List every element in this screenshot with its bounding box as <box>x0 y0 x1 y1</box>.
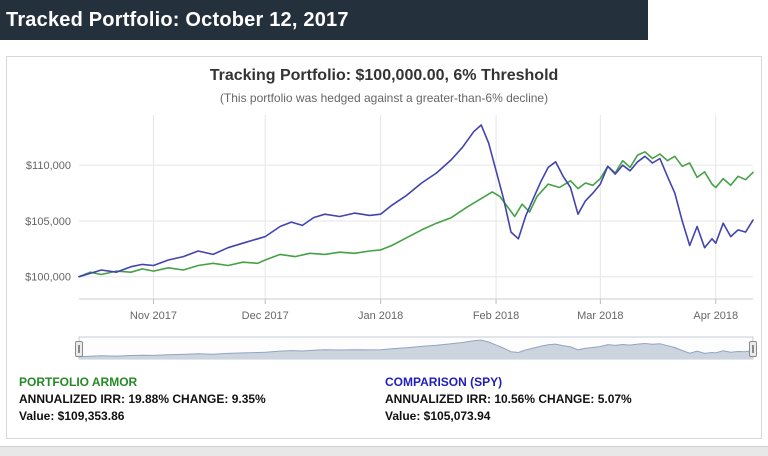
navigator-area[interactable] <box>7 335 761 363</box>
legend-armor-stats: ANNUALIZED IRR: 19.88% CHANGE: 9.35% <box>19 392 266 406</box>
legend-armor-value: Value: $109,353.86 <box>19 409 125 423</box>
svg-text:Apr 2018: Apr 2018 <box>693 310 738 322</box>
legend-spy-name: COMPARISON (SPY) <box>385 375 503 389</box>
svg-text:Dec 2017: Dec 2017 <box>242 310 289 322</box>
legend-comparison-spy: COMPARISON (SPY) ANNUALIZED IRR: 10.56% … <box>385 375 761 426</box>
chart-card: Tracking Portfolio: $100,000.00, 6% Thre… <box>6 56 762 439</box>
legend-spy-stats: ANNUALIZED IRR: 10.56% CHANGE: 5.07% <box>385 392 632 406</box>
svg-text:Mar 2018: Mar 2018 <box>577 310 623 322</box>
svg-text:Nov 2017: Nov 2017 <box>130 310 177 322</box>
svg-text:$110,000: $110,000 <box>26 160 71 172</box>
chart-subtitle: (This portfolio was hedged against a gre… <box>219 91 549 105</box>
svg-text:$105,000: $105,000 <box>25 216 71 228</box>
svg-text:$100,000: $100,000 <box>25 272 71 284</box>
navigator-handle-right-icon[interactable] <box>748 341 757 357</box>
legend-portfolio-armor: PORTFOLIO ARMOR ANNUALIZED IRR: 19.88% C… <box>19 375 385 426</box>
page-header: Tracked Portfolio: October 12, 2017 <box>0 0 768 42</box>
bottom-strip <box>0 446 768 456</box>
chart-title: Tracking Portfolio: $100,000.00, 6% Thre… <box>209 67 559 84</box>
header-bar: Tracked Portfolio: October 12, 2017 <box>0 0 648 40</box>
chart-navigator[interactable] <box>7 335 761 365</box>
svg-text:Feb 2018: Feb 2018 <box>473 310 519 322</box>
legend-spy-value: Value: $105,073.94 <box>385 409 491 423</box>
tracking-chart[interactable]: $100,000 $105,000 $110,000 Nov 2017 Dec 2017… <box>7 107 761 335</box>
page-title: Tracked Portfolio: October 12, 2017 <box>6 8 349 31</box>
svg-text:Jan 2018: Jan 2018 <box>358 310 403 322</box>
legend-armor-name: PORTFOLIO ARMOR <box>19 375 138 389</box>
chart-legend: PORTFOLIO ARMOR ANNUALIZED IRR: 19.88% C… <box>7 365 761 438</box>
navigator-handle-left-icon[interactable] <box>75 341 83 357</box>
